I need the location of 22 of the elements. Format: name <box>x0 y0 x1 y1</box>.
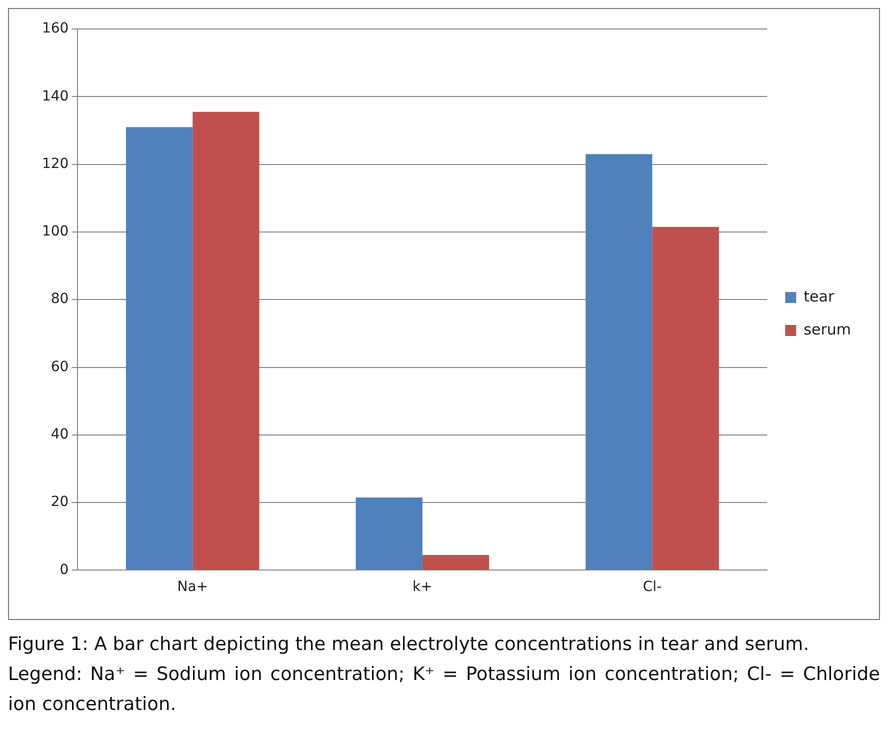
y-tick-label: 40 <box>50 426 69 443</box>
bar <box>126 127 193 570</box>
bar <box>652 226 719 570</box>
y-tick-label: 140 <box>42 88 69 104</box>
legend-label: serum <box>804 320 852 338</box>
caption: Figure 1: A bar chart depicting the mean electrolyte concentrations in tear and serum. <box>8 633 810 657</box>
bar <box>192 112 260 570</box>
x-tick-label: Cl- <box>642 579 662 596</box>
y-tick-label: 0 <box>60 562 69 578</box>
y-tick-label: 100 <box>42 224 69 240</box>
x-tick-label: Na+ <box>177 579 208 596</box>
y-tick-label: 20 <box>50 494 69 510</box>
y-tick-label: 80 <box>50 291 69 308</box>
y-tick-label: 60 <box>50 358 69 375</box>
y-tick-label: 160 <box>42 20 69 37</box>
bar <box>422 554 490 570</box>
bar <box>356 497 422 570</box>
y-tick-label: 120 <box>42 156 69 172</box>
text: Legend: Na⁺ = Sodium ion concentration; K⁺ = Potassium ion concentration; Cl- = Chloride ion concentration. <box>8 663 880 717</box>
x-tick-label: k+ <box>412 579 432 596</box>
legend-label: tear <box>804 287 835 306</box>
bar <box>586 154 652 570</box>
